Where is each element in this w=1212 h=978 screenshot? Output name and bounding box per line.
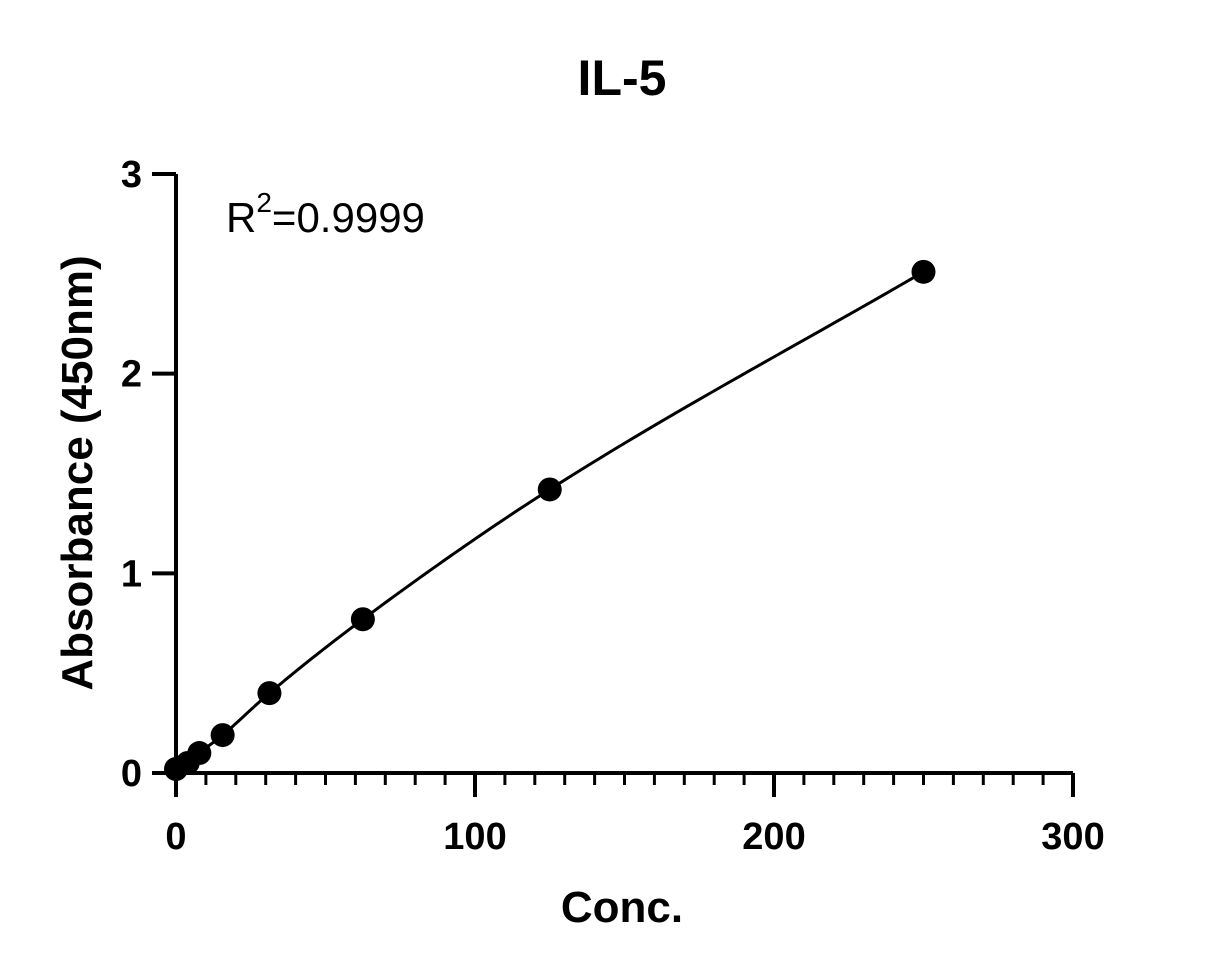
- data-point: [210, 723, 235, 748]
- y-tick-label: 3: [121, 154, 142, 196]
- data-point: [911, 259, 936, 284]
- axes: 0 100 200 300 0 1 2 3: [121, 154, 1105, 858]
- data-points: [164, 259, 936, 782]
- x-tick-label: 100: [443, 816, 506, 858]
- x-tick-label: 300: [1041, 816, 1104, 858]
- data-point: [187, 741, 212, 766]
- r-squared-annotation: R2=0.9999: [226, 187, 425, 241]
- x-tick-label: 0: [165, 816, 186, 858]
- x-tick-label: 200: [742, 816, 805, 858]
- fit-curve: [175, 270, 925, 771]
- r-squared-prefix: R: [226, 194, 256, 241]
- y-tick-label: 0: [121, 753, 142, 795]
- data-point: [257, 681, 282, 706]
- data-point: [350, 607, 375, 632]
- y-tick-label: 2: [121, 354, 142, 396]
- x-axis-label: Conc.: [561, 883, 683, 932]
- y-tick-label: 1: [121, 553, 142, 595]
- r-squared-value: =0.9999: [272, 194, 425, 241]
- r-squared-superscript: 2: [256, 187, 272, 218]
- fit-curve-layer: [175, 270, 925, 771]
- data-point: [537, 477, 562, 502]
- chart-title: IL-5: [578, 50, 667, 106]
- y-axis-label: Absorbance (450nm): [53, 255, 102, 690]
